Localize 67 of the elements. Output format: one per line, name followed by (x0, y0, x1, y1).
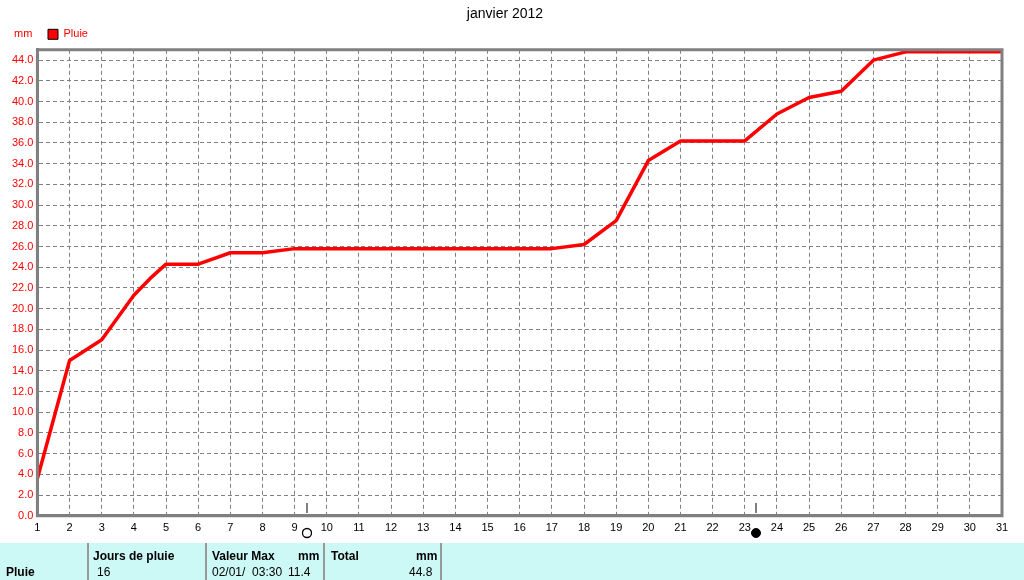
text: 44.8 (409, 565, 433, 579)
x-tick-label: 11 (353, 521, 365, 534)
y-tick-label: 44.0 (11, 53, 34, 66)
x-tick-label: 24 (770, 521, 784, 534)
y-tick-label: 42.0 (11, 73, 34, 86)
x-tick-label: 29 (931, 521, 944, 534)
y-tick-label: 20.0 (11, 301, 34, 314)
y-tick-label: 16.0 (11, 343, 34, 356)
x-tick-label: 5 (162, 521, 170, 534)
text: 16 (97, 565, 111, 579)
x-tick-label: 6 (195, 521, 202, 534)
x-tick-label: 7 (227, 521, 234, 534)
y-tick-label: 2.0 (18, 488, 34, 501)
text: mm (298, 549, 320, 563)
x-tick-label: 26 (835, 521, 848, 534)
text: Valeur Max (212, 549, 275, 563)
text: 11.4 (288, 565, 311, 579)
text: Pluie (6, 565, 35, 579)
y-tick-label: 30.0 (11, 198, 34, 211)
x-tick-label: 13 (417, 521, 430, 534)
x-tick-label: 23 (738, 521, 751, 534)
x-tick-label: 27 (867, 521, 880, 534)
y-tick-label: 32.0 (11, 177, 34, 190)
y-tick-label: 36.0 (11, 136, 34, 149)
x-tick-label: 10 (320, 521, 333, 534)
y-tick-label: 26.0 (11, 239, 34, 252)
y-tick-label: 34.0 (11, 156, 34, 169)
y-tick-label: 18.0 (11, 322, 34, 335)
y-tick-label: 40.0 (11, 94, 34, 107)
x-tick-label: 12 (384, 521, 398, 534)
text: 02/01/ 03:30 (212, 565, 283, 579)
x-tick-label: 4 (130, 521, 137, 534)
y-tick-label: 14.0 (11, 363, 34, 376)
text: mm (416, 549, 438, 563)
x-tick-label: 17 (545, 521, 558, 534)
x-tick-label: 21 (674, 521, 687, 534)
y-tick-label: 6.0 (18, 446, 34, 459)
x-tick-label: 28 (899, 521, 912, 534)
y-tick-label: 8.0 (18, 425, 34, 438)
y-tick-label: 38.0 (11, 115, 34, 128)
x-tick-label: 20 (642, 521, 655, 534)
x-tick-label: 31 (995, 521, 1009, 534)
x-tick-label: 3 (98, 521, 105, 534)
y-tick-label: 0.0 (18, 508, 34, 521)
x-tick-label: 30 (963, 521, 976, 534)
y-tick-label: 28.0 (11, 218, 34, 231)
y-tick-label: 24.0 (11, 260, 34, 273)
y-tick-label: 22.0 (11, 281, 34, 294)
x-tick-label: 19 (610, 521, 623, 534)
x-tick-label: 14 (449, 521, 462, 534)
legend-label: Pluie (63, 27, 88, 40)
x-tick-label: 15 (481, 521, 494, 534)
x-tick-label: 18 (577, 521, 591, 534)
x-tick-label: 2 (66, 521, 73, 534)
text: Jours de pluie (93, 549, 175, 563)
chart-title: janvier 2012 (465, 5, 544, 22)
x-tick-label: 1 (34, 521, 41, 534)
x-tick-label: 25 (802, 521, 816, 534)
x-tick-label: 22 (706, 521, 719, 534)
y-axis-title: mm (14, 26, 33, 39)
y-tick-label: 12.0 (11, 384, 34, 397)
x-tick-label: 8 (259, 521, 266, 534)
y-tick-label: 10.0 (11, 405, 34, 418)
x-tick-label: 16 (513, 521, 526, 534)
y-tick-label: 4.0 (18, 467, 34, 480)
x-tick-label: 9 (291, 521, 298, 534)
text: Total (331, 549, 359, 563)
